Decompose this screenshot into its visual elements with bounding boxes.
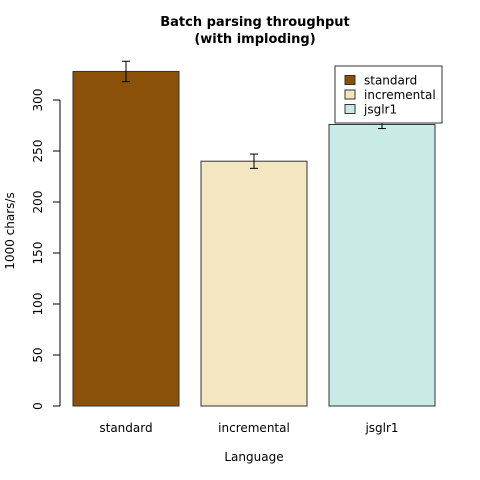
y-tick-label-6: 300 — [31, 89, 45, 112]
y-axis: 0 50 100 150 200 250 300 — [31, 89, 61, 410]
x-tick-label-incremental: incremental — [218, 421, 290, 435]
bars — [72, 60, 436, 407]
y-tick-label-0: 0 — [31, 402, 45, 410]
x-tick-label-standard: standard — [99, 421, 152, 435]
y-tick-label-1: 50 — [31, 347, 45, 362]
x-axis-label: Language — [224, 450, 283, 464]
legend-label-standard: standard — [364, 74, 417, 88]
bar-standard — [72, 70, 180, 407]
y-tick-label-2: 100 — [31, 293, 45, 316]
error-bar-incremental — [250, 153, 258, 169]
legend-swatch-incremental — [344, 89, 356, 100]
y-tick-label-4: 200 — [31, 191, 45, 214]
chart-title-line-2: (with imploding) — [194, 32, 315, 47]
legend-swatch-jsglr1 — [344, 104, 356, 114]
y-tick-label-3: 150 — [31, 242, 45, 265]
y-tick-label-5: 250 — [31, 140, 45, 163]
legend-label-incremental: incremental — [364, 88, 436, 102]
legend-label-jsglr1: jsglr1 — [363, 103, 397, 117]
bar-jsglr1 — [328, 123, 436, 407]
x-axis-labels: standard incremental jsglr1 — [99, 421, 398, 435]
chart-title-line-1: Batch parsing throughput — [160, 15, 350, 30]
bar-incremental — [200, 160, 308, 407]
legend-swatch-standard — [344, 75, 356, 85]
x-tick-label-jsglr1: jsglr1 — [364, 421, 398, 435]
y-axis-label: 1000 chars/s — [3, 192, 17, 269]
error-bar-standard — [122, 60, 130, 83]
